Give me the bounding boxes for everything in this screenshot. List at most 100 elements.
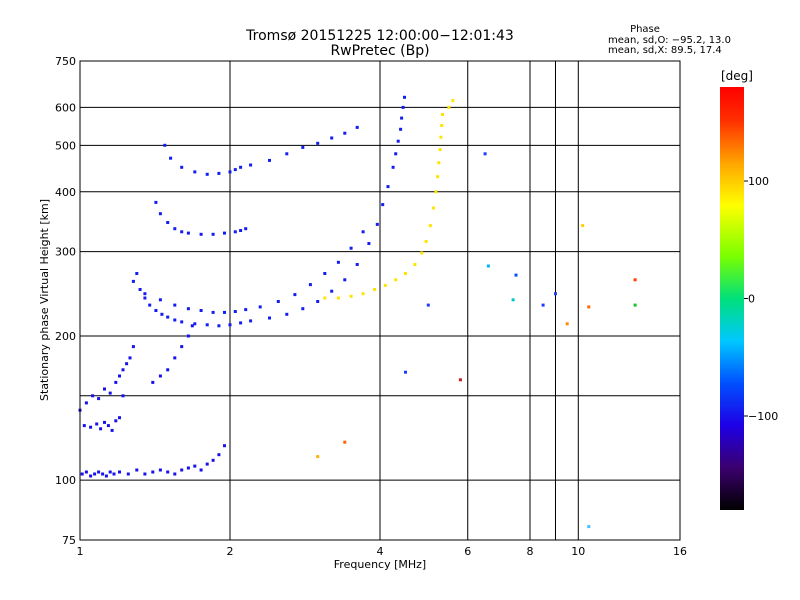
data-point — [239, 165, 243, 169]
data-points — [78, 95, 637, 529]
data-point — [173, 318, 177, 322]
data-point — [434, 190, 438, 194]
data-point — [401, 105, 405, 109]
data-point — [323, 272, 327, 275]
data-point — [581, 224, 585, 228]
data-point — [391, 165, 395, 169]
data-point — [158, 374, 162, 378]
data-point — [514, 273, 518, 277]
data-point — [301, 307, 305, 311]
data-point — [239, 321, 243, 325]
data-point — [151, 470, 155, 474]
data-point — [121, 368, 125, 372]
data-point — [173, 472, 177, 476]
x-tick-label: 4 — [377, 545, 384, 558]
data-point — [349, 246, 353, 250]
data-point — [114, 380, 118, 384]
data-point — [199, 232, 203, 236]
data-point — [160, 312, 164, 316]
phase-stats-o: mean, sd,O: −95.2, 13.0 — [608, 35, 731, 46]
data-point — [258, 305, 262, 309]
data-point — [89, 425, 93, 429]
y-tick-label: 600 — [55, 101, 76, 114]
data-point — [211, 458, 215, 462]
data-point — [211, 310, 215, 314]
data-point — [154, 309, 158, 312]
data-point — [118, 416, 121, 420]
data-point — [154, 200, 158, 204]
data-point — [95, 422, 99, 426]
data-point — [186, 231, 190, 235]
data-point — [173, 303, 177, 307]
data-point — [437, 161, 441, 165]
data-point — [118, 470, 121, 474]
data-point — [223, 310, 226, 314]
data-point — [186, 334, 190, 338]
data-point — [394, 152, 398, 156]
data-point — [511, 298, 515, 302]
data-point — [293, 293, 297, 297]
data-point — [193, 322, 197, 326]
data-point — [97, 397, 101, 401]
data-point — [199, 309, 203, 312]
x-tick-label: 6 — [464, 545, 471, 558]
data-point — [173, 227, 177, 231]
data-point — [375, 222, 379, 226]
data-point — [180, 468, 184, 472]
data-point — [143, 292, 147, 296]
data-point — [420, 251, 424, 255]
data-point — [428, 224, 432, 228]
data-point — [268, 316, 271, 320]
data-point — [180, 320, 184, 324]
colorbar-ticks: −100 0 100 — [744, 175, 778, 423]
data-point — [163, 143, 167, 147]
data-point — [89, 474, 93, 478]
data-point — [135, 468, 139, 472]
data-point — [355, 125, 359, 129]
data-point — [84, 470, 88, 474]
data-point — [403, 95, 406, 99]
data-point — [143, 472, 147, 476]
data-point — [336, 260, 340, 264]
data-point — [166, 221, 170, 224]
data-point — [223, 444, 226, 448]
y-tick-label: 400 — [55, 186, 76, 199]
data-point — [104, 474, 108, 478]
data-point — [399, 127, 403, 131]
data-point — [101, 472, 105, 476]
data-point — [239, 229, 243, 232]
data-point — [301, 145, 305, 149]
data-point — [80, 472, 84, 476]
data-point — [138, 288, 142, 291]
x-tick-label: 8 — [527, 545, 534, 558]
data-point — [82, 424, 86, 428]
data-point — [285, 312, 289, 316]
data-point — [199, 468, 203, 472]
data-point — [316, 300, 320, 303]
data-point — [233, 310, 237, 313]
grid-lines — [80, 61, 680, 540]
data-point — [316, 455, 320, 459]
data-point — [158, 298, 162, 302]
x-tick-label: 10 — [571, 545, 585, 558]
y-tick-label: 100 — [55, 474, 76, 487]
data-point — [486, 264, 490, 268]
data-point — [336, 296, 340, 300]
data-point — [633, 278, 637, 282]
data-point — [99, 427, 103, 431]
data-point — [441, 113, 444, 116]
data-point — [151, 380, 155, 384]
data-point — [108, 391, 112, 395]
data-point — [276, 300, 280, 303]
data-point — [343, 131, 347, 135]
data-point — [166, 470, 170, 474]
data-point — [451, 99, 455, 103]
y-tick-label: 300 — [55, 246, 76, 259]
data-point — [205, 172, 209, 176]
y-tick-label: 75 — [62, 534, 76, 547]
data-point — [148, 303, 152, 307]
data-point — [355, 263, 359, 266]
data-point — [316, 141, 320, 145]
data-point — [166, 315, 170, 319]
